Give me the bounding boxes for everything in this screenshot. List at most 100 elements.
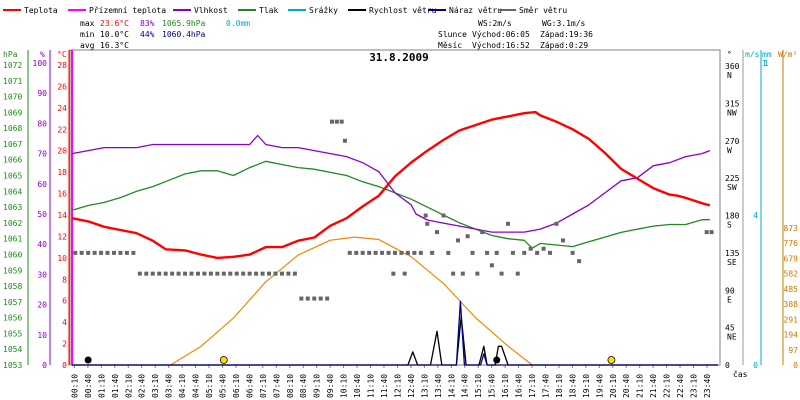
- wind-direction-point: [330, 119, 335, 124]
- wind-direction-point: [118, 250, 123, 255]
- ms-tick-label: 4: [753, 211, 758, 220]
- wm2-tick-label: 485: [784, 285, 799, 294]
- wind-direction-point: [489, 263, 494, 268]
- wm2-tick-label: 388: [784, 300, 799, 309]
- hpa-tick-label: 1064: [3, 187, 22, 196]
- time-tick-label: 04:10: [178, 374, 187, 398]
- time-tick-label: 04:40: [192, 374, 201, 398]
- axis-ms-title: m/s: [745, 50, 760, 59]
- axis-dir-title: °: [727, 50, 732, 59]
- wind-direction-point: [548, 250, 553, 255]
- stats-block: max 23.6°C 83% 1065.9hPa 0.0mm min 10.0°…: [80, 19, 250, 50]
- wind-direction-point: [208, 271, 213, 276]
- time-tick-label: 19:40: [595, 374, 604, 398]
- dir-name-label: NE: [727, 333, 737, 342]
- wind-direction-point: [195, 271, 200, 276]
- hpa-tick-label: 1055: [3, 329, 22, 338]
- wind-direction-point: [157, 271, 162, 276]
- time-tick-label: 02:10: [124, 374, 133, 398]
- wind-direction-point: [163, 271, 168, 276]
- time-tick-label: 17:40: [541, 374, 550, 398]
- wind-direction-point: [441, 213, 446, 218]
- wind-direction-point: [425, 221, 430, 226]
- wind-direction-point: [254, 271, 259, 276]
- wind-direction-point: [325, 296, 330, 301]
- time-tick-label: 23:10: [690, 374, 699, 398]
- sun-marker: [219, 356, 228, 364]
- wind-direction-point: [312, 296, 317, 301]
- wind-direction-point: [704, 230, 709, 235]
- wind-direction-point: [367, 250, 372, 255]
- wind-direction-point: [465, 234, 470, 239]
- wind-direction-point: [215, 271, 220, 276]
- temp-tick-label: 14: [57, 211, 67, 220]
- time-tick-label: 01:40: [111, 374, 120, 398]
- wind-direction-point: [434, 230, 439, 235]
- dir-name-label: S: [727, 221, 732, 230]
- stats-max-label: max: [80, 19, 95, 28]
- wind-direction-point: [105, 250, 110, 255]
- wind-direction-point: [418, 250, 423, 255]
- x-axis-title: čas: [733, 369, 748, 379]
- wind-direction-point: [460, 271, 465, 276]
- moon-marker: [84, 356, 92, 364]
- wind-direction-point: [475, 271, 480, 276]
- wind-direction-point: [541, 246, 546, 251]
- pct-tick-label: 100: [33, 59, 48, 68]
- wind-direction-point: [144, 271, 149, 276]
- hpa-tick-label: 1062: [3, 219, 22, 228]
- wind-direction-point: [515, 271, 520, 276]
- wind-gust-line: [72, 300, 718, 366]
- time-tick-label: 00:10: [70, 374, 79, 398]
- wind-direction-point: [485, 250, 490, 255]
- time-tick-label: 19:10: [582, 374, 591, 398]
- time-tick-label: 16:10: [501, 374, 510, 398]
- pct-tick-label: 0: [42, 361, 47, 370]
- wind-direction-point: [455, 238, 460, 243]
- temp-tick-label: 18: [57, 168, 67, 177]
- time-tick-label: 21:10: [636, 374, 645, 398]
- moon-marker: [493, 356, 501, 364]
- hpa-tick-label: 1070: [3, 93, 22, 102]
- wind-direction-point: [480, 230, 485, 235]
- temp-tick-label: 6: [62, 297, 67, 306]
- wind-direction-point: [305, 296, 310, 301]
- dir-name-label: W: [727, 146, 732, 155]
- legend-label-wind-direction: Směr větru: [519, 6, 567, 15]
- wind-direction-point: [560, 238, 565, 243]
- time-tick-label: 12:10: [393, 374, 402, 398]
- legend-label-temperature: Teplota: [24, 6, 58, 15]
- time-tick-label: 16:40: [515, 374, 524, 398]
- stats-min-temp: 10.0°C: [100, 30, 129, 39]
- pct-tick-label: 10: [37, 331, 47, 340]
- temp-tick-label: 8: [62, 275, 67, 284]
- legend-label-wind-gust: Náraz větru: [449, 6, 502, 15]
- pct-tick-label: 90: [37, 89, 47, 98]
- wind-direction-point: [380, 250, 385, 255]
- axis-temp-title: °C: [57, 50, 67, 59]
- time-tick-label: 22:10: [663, 374, 672, 398]
- dir-name-label: SW: [727, 183, 737, 192]
- moon-set: Západ:0:29: [540, 41, 588, 50]
- time-tick-label: 18:40: [568, 374, 577, 398]
- axis-pct-title: %: [40, 50, 45, 59]
- wind-direction-point: [124, 250, 129, 255]
- time-tick-label: 22:40: [676, 374, 685, 398]
- stats-max-press: 1065.9hPa: [162, 19, 206, 28]
- dir-name-label: SE: [727, 258, 737, 267]
- time-tick-label: 15:10: [474, 374, 483, 398]
- time-tick-label: 13:40: [434, 374, 443, 398]
- hpa-tick-label: 1061: [3, 235, 22, 244]
- wm2-tick-label: 97: [788, 346, 798, 355]
- wind-direction-point: [535, 250, 540, 255]
- wind-direction-point: [202, 271, 207, 276]
- hpa-tick-label: 1072: [3, 61, 22, 70]
- dir-tick-label: 135: [725, 249, 740, 258]
- wind-direction-point: [399, 250, 404, 255]
- wind-direction-point: [510, 250, 515, 255]
- stats-max-hum: 83%: [140, 19, 155, 28]
- pct-tick-label: 80: [37, 119, 47, 128]
- wind-direction-point: [234, 271, 239, 276]
- time-tick-label: 05:40: [218, 374, 227, 398]
- wm2-tick-label: 679: [784, 254, 799, 263]
